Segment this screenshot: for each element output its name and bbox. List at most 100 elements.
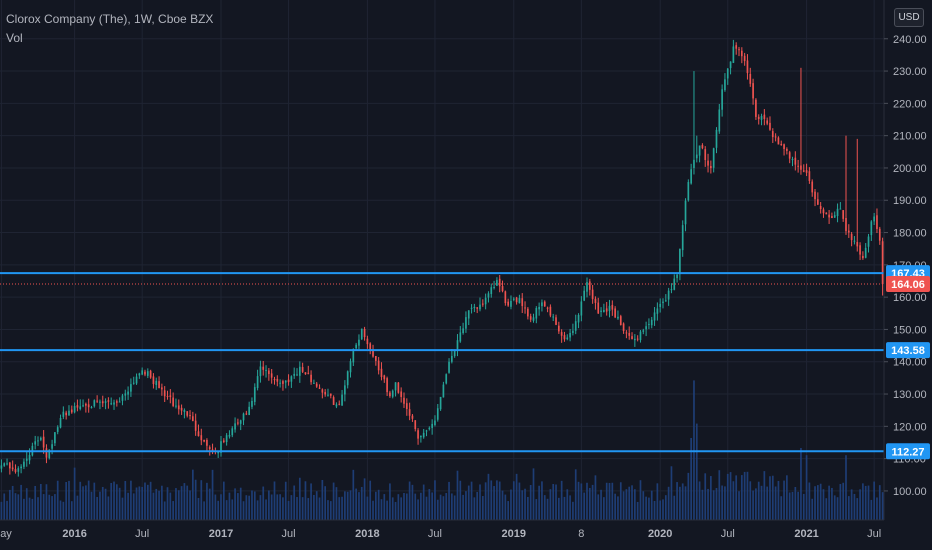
candle-body [65, 412, 68, 416]
volume-bar [355, 488, 357, 520]
volume-bar [208, 488, 211, 520]
volume-bar [560, 480, 563, 520]
candle-body [315, 383, 318, 387]
volume-bar [515, 473, 518, 520]
candle-body [194, 420, 197, 431]
volume-bar [617, 496, 619, 520]
candle-body [284, 380, 287, 383]
volume-bar [234, 488, 236, 520]
volume-bar [110, 482, 113, 520]
volume-bar [76, 495, 79, 520]
volume-bar [788, 492, 791, 520]
candle-body [639, 331, 642, 341]
currency-button[interactable]: USD [894, 8, 924, 27]
candle-body [242, 413, 245, 421]
volume-bar [231, 499, 234, 520]
volume-bar [746, 471, 749, 520]
volume-bar [614, 493, 616, 520]
candle-body [324, 392, 327, 395]
candle-body [631, 336, 633, 340]
candle-body [290, 376, 293, 382]
last-price-tag-bg [886, 276, 930, 293]
time-axis[interactable]: May 2016 Jul 2017 Jul 2018 Jul 2019 8 2020 Jul 2021… [0, 528, 881, 540]
volume-bar [456, 470, 459, 520]
candle-body [847, 230, 850, 233]
candle-body [256, 376, 259, 389]
volume-bar [819, 483, 822, 520]
volume-bar [245, 495, 248, 520]
volume-indicator-label[interactable]: Vol [6, 31, 23, 45]
volume-bar [802, 493, 805, 520]
volume-bar [39, 483, 42, 520]
candle-body [572, 330, 574, 333]
candle-body [104, 401, 107, 403]
volume-bar [121, 497, 124, 520]
volume-bar [538, 485, 540, 520]
volume-bar [45, 484, 48, 520]
candle-body [192, 416, 194, 421]
volume-bar [405, 493, 408, 520]
candle-body [605, 308, 608, 312]
candle-body [487, 293, 490, 298]
candle-body [369, 343, 372, 350]
volume-bar [729, 472, 732, 520]
candle-body [206, 439, 208, 446]
volume-bar [321, 479, 324, 520]
volume-bar [527, 496, 529, 520]
volume-bar [453, 495, 456, 520]
candle-body [636, 338, 639, 340]
volume-bar [667, 486, 670, 520]
volume-bar [408, 481, 411, 520]
candle-body [34, 441, 37, 445]
volume-bar [422, 484, 425, 520]
volume-bar [127, 492, 129, 520]
candle-body [220, 441, 222, 453]
candle-body [563, 335, 566, 340]
candle-body [332, 397, 335, 405]
volume-bar [541, 481, 543, 520]
candle-body [237, 422, 239, 424]
symbol-title[interactable]: Clorox Company (The), 1W, Cboe BZX [6, 12, 214, 26]
volume-bar [512, 481, 515, 520]
candle-body [794, 157, 797, 165]
y-tick-label: 160.00 [893, 292, 927, 304]
candle-body [676, 274, 678, 279]
y-tick-label: 230.00 [893, 66, 927, 78]
volume-bar [639, 480, 642, 520]
candle-body [673, 278, 676, 290]
volume-bar [605, 482, 608, 520]
volume-bar [498, 481, 501, 520]
candle-body [856, 242, 859, 247]
volume-bar [504, 494, 507, 520]
volume-bar [290, 495, 293, 520]
candle-body [166, 395, 169, 397]
candle-body [715, 129, 718, 148]
volume-bar [82, 486, 84, 520]
candle-body [99, 401, 101, 403]
candle-body [405, 403, 408, 410]
x-tick-label: Jul [721, 528, 735, 540]
candle-body [158, 381, 160, 389]
volume-bar [816, 485, 819, 520]
candle-body [510, 300, 512, 307]
volume-bar [510, 489, 512, 520]
volume-bar [831, 487, 833, 520]
volume-bar [693, 380, 695, 520]
candle-body [73, 405, 76, 413]
volume-bar [307, 498, 310, 520]
volume-bar [341, 496, 343, 520]
candle-body [262, 366, 265, 370]
volume-bar [313, 494, 315, 520]
candle-body [704, 149, 707, 161]
candle-body [878, 228, 881, 241]
volume-bar [96, 496, 98, 520]
candle-body [617, 316, 619, 319]
volume-bar [481, 496, 484, 520]
last-price-tag: 164.06 [891, 279, 925, 291]
volume-bar [653, 500, 656, 520]
candle-body [211, 449, 214, 451]
candle-body [622, 323, 625, 332]
volume-bar [603, 497, 605, 520]
